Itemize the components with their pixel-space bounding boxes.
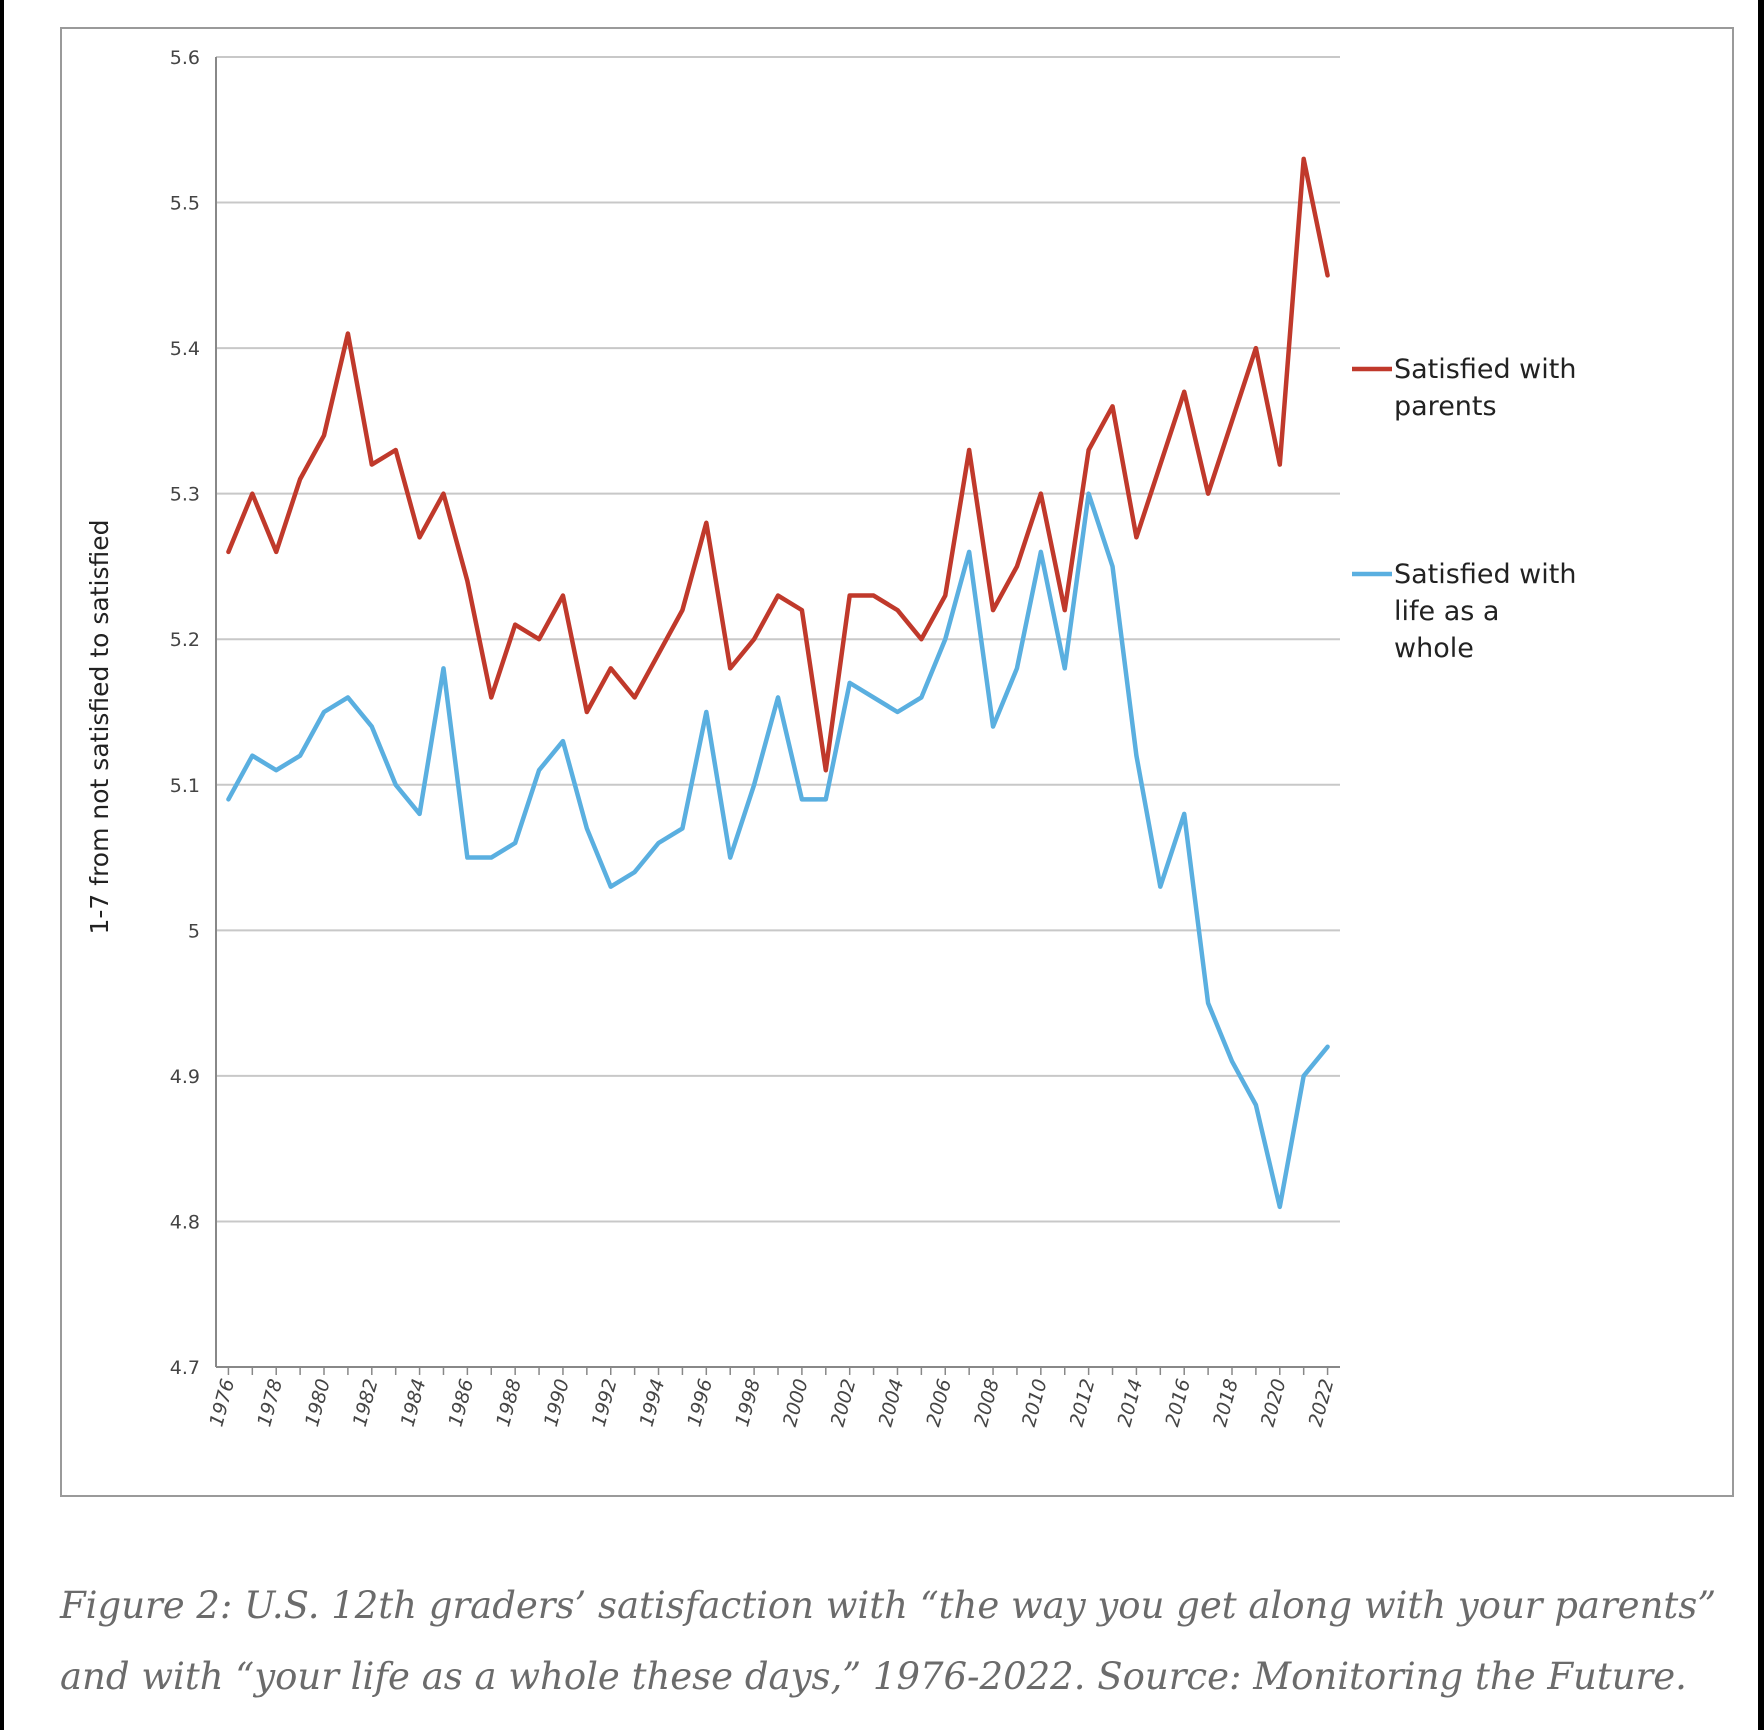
x-tick-label: 2022: [1305, 1377, 1339, 1429]
legend-label: Satisfied with: [1394, 354, 1576, 385]
y-tick-label: 5.1: [170, 775, 200, 797]
x-tick-label: 2002: [827, 1377, 861, 1429]
y-tick-label: 5.2: [170, 629, 200, 651]
x-tick-label: 1994: [636, 1377, 670, 1429]
x-tick-label: 2004: [875, 1377, 909, 1429]
x-tick-label: 1984: [397, 1377, 431, 1429]
x-tick-label: 2018: [1209, 1377, 1243, 1429]
x-tick-label: 1986: [444, 1377, 478, 1429]
y-tick-label: 5.5: [170, 193, 200, 215]
y-tick-label: 4.9: [170, 1066, 200, 1088]
legend-label: parents: [1394, 391, 1497, 422]
legend-label: whole: [1394, 633, 1474, 664]
chart-frame: 4.7 4.8 4.9 5 5.1 5.2 5.3 5.4 5.5 5.6 1976 1978 1980…: [60, 27, 1734, 1497]
x-tick-label: 2010: [1018, 1377, 1052, 1429]
y-tick-label: 4.7: [170, 1357, 200, 1379]
x-tick-label: 1980: [301, 1377, 335, 1429]
y-tick-label: 4.8: [170, 1211, 200, 1233]
y-tick-label: 5.3: [170, 484, 200, 506]
x-tick-label: 1990: [540, 1377, 574, 1429]
x-tick-label: 2000: [779, 1377, 813, 1429]
x-tick-label: 1982: [349, 1377, 383, 1429]
series-line-parents: [226, 156, 1330, 773]
line-chart: 4.7 4.8 4.9 5 5.1 5.2 5.3 5.4 5.5 5.6 1976 1978 1980…: [85, 47, 1576, 1429]
x-tick-label: 2014: [1113, 1377, 1147, 1429]
y-tick-label: 5.4: [170, 338, 200, 360]
figure-caption: Figure 2: U.S. 12th graders’ satisfactio…: [60, 1584, 1717, 1698]
x-tick-label: 1998: [731, 1377, 765, 1429]
x-tick-label: 2016: [1161, 1377, 1195, 1429]
y-tick-label: 5.6: [170, 47, 200, 69]
x-tick-label: 1996: [683, 1377, 717, 1429]
x-tick-label: 1976: [205, 1377, 239, 1429]
x-tick-label: 2012: [1066, 1377, 1100, 1429]
x-tick-label: 2008: [970, 1377, 1004, 1429]
legend-label: Satisfied with: [1394, 559, 1576, 590]
x-tick-label: 2020: [1257, 1377, 1291, 1429]
page: 4.7 4.8 4.9 5 5.1 5.2 5.3 5.4 5.5 5.6 1976 1978 1980…: [4, 0, 1758, 1730]
legend-label: life as a: [1394, 596, 1499, 627]
y-axis-label: 1-7 from not satisfied to satisfied: [85, 519, 114, 934]
x-tick-label: 1978: [253, 1377, 287, 1429]
series-line-life: [226, 491, 1330, 1210]
y-tick-label: 5: [188, 920, 200, 942]
x-tick-label: 1992: [588, 1377, 622, 1429]
x-tick-label: 2006: [922, 1377, 956, 1429]
x-tick-label: 1988: [492, 1377, 526, 1429]
